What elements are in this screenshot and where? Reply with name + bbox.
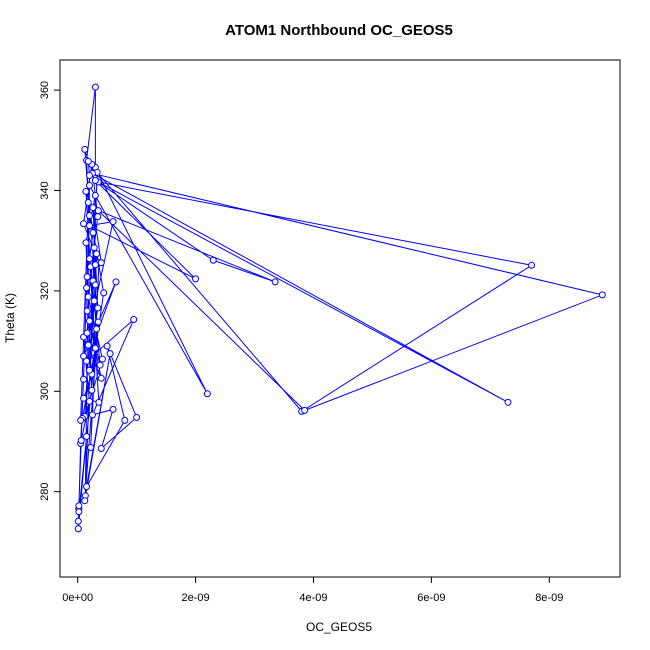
data-point [106, 350, 114, 358]
data-point [91, 261, 99, 269]
data-point [85, 212, 93, 220]
data-point [97, 445, 105, 452]
data-point [77, 416, 85, 424]
data-point [301, 406, 309, 414]
data-point [93, 325, 101, 333]
data-point [75, 508, 83, 516]
data-point [91, 83, 99, 91]
data-point [83, 483, 91, 491]
data-point [83, 357, 91, 365]
y-tick-label: 280 [39, 482, 51, 500]
data-point [83, 307, 91, 315]
data-point [90, 244, 98, 252]
data-point [85, 171, 93, 179]
plot-frame [59, 59, 621, 578]
data-point [100, 289, 108, 297]
data-point [89, 229, 97, 237]
data-point [91, 344, 99, 352]
data-point [83, 284, 91, 292]
x-axis-label: OC_GEOS5 [306, 620, 372, 634]
data-point [80, 220, 88, 228]
y-tick-label: 320 [39, 282, 51, 300]
series-layer [74, 83, 606, 533]
data-point [95, 398, 103, 406]
data-point [528, 261, 536, 269]
y-tick-label: 360 [39, 81, 51, 99]
data-point [83, 432, 91, 440]
data-point [112, 278, 120, 286]
data-point [74, 517, 82, 525]
data-point [74, 525, 82, 533]
data-point [94, 304, 102, 312]
data-point [84, 341, 92, 349]
data-point [203, 390, 211, 398]
data-point [84, 293, 92, 301]
data-point [81, 497, 89, 505]
data-point [504, 398, 512, 406]
data-point [91, 192, 99, 200]
x-axis: 0e+00 2e-09 4e-09 6e-09 8e-09 [62, 576, 563, 604]
data-point [80, 394, 88, 402]
data-point [85, 317, 93, 325]
y-tick-label: 340 [39, 181, 51, 199]
data-point [91, 176, 99, 184]
data-point [192, 275, 200, 283]
data-point [90, 297, 98, 305]
data-point [88, 411, 96, 419]
data-point [121, 416, 129, 424]
data-point [209, 256, 217, 264]
data-point [83, 273, 91, 281]
data-point [87, 444, 95, 451]
chart-title: ATOM1 Northbound OC_GEOS5 [225, 22, 453, 39]
data-point [91, 281, 99, 289]
data-point [85, 181, 93, 189]
data-point [109, 218, 117, 226]
data-point [103, 342, 111, 350]
y-tick-label: 300 [39, 382, 51, 400]
data-point [82, 239, 90, 247]
data-point [133, 413, 141, 421]
data-point [130, 316, 138, 323]
x-tick-label: 6e-09 [417, 592, 445, 604]
series-line [77, 87, 604, 529]
data-point [84, 157, 92, 165]
data-point [94, 318, 102, 326]
data-point [80, 375, 88, 383]
data-point [81, 145, 89, 153]
data-point [94, 213, 102, 221]
data-point [83, 329, 91, 337]
y-axis: 280 300 320 340 360 [39, 81, 61, 501]
x-tick-label: 8e-09 [535, 592, 563, 604]
data-point [98, 355, 106, 363]
data-point [89, 204, 97, 212]
data-point [97, 259, 105, 267]
data-point [598, 291, 606, 299]
data-point [85, 366, 93, 374]
data-point [97, 374, 105, 382]
y-axis-label: Theta (K) [3, 293, 17, 343]
data-point [85, 222, 93, 230]
x-tick-label: 4e-09 [299, 592, 327, 604]
x-tick-label: 0e+00 [62, 592, 93, 604]
data-point [88, 386, 96, 394]
data-point [80, 352, 88, 360]
data-point [271, 278, 279, 286]
data-point [109, 405, 117, 413]
data-point [85, 255, 93, 263]
data-point [96, 361, 104, 369]
data-point [75, 502, 83, 510]
data-point [85, 397, 93, 405]
data-point [77, 436, 85, 444]
data-point [84, 199, 92, 207]
data-point [93, 250, 101, 258]
data-point [82, 188, 90, 196]
x-tick-label: 2e-09 [182, 592, 210, 604]
